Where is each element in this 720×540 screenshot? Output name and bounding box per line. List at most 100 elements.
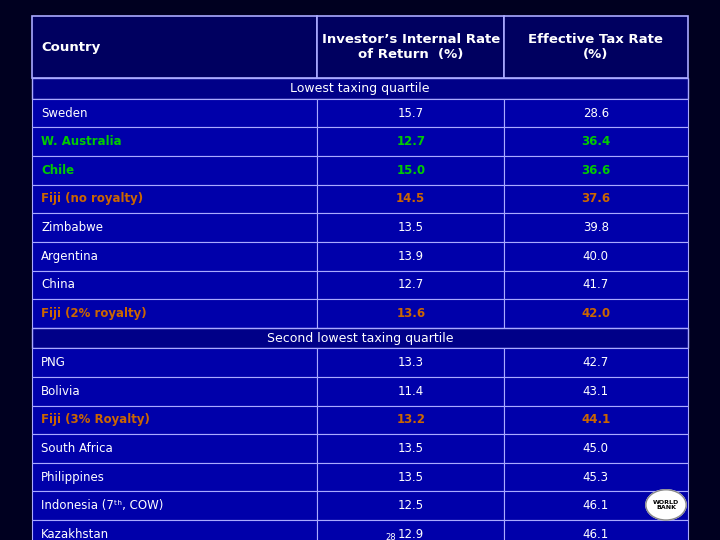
Bar — [504, 348, 688, 377]
Bar — [32, 406, 318, 434]
Text: 42.7: 42.7 — [582, 356, 609, 369]
Bar — [318, 213, 504, 242]
Bar — [32, 491, 318, 520]
Text: 45.0: 45.0 — [583, 442, 609, 455]
Text: 39.8: 39.8 — [583, 221, 609, 234]
Text: 13.9: 13.9 — [397, 249, 424, 263]
Text: 13.2: 13.2 — [396, 413, 426, 427]
Bar — [32, 16, 318, 78]
Bar — [318, 377, 504, 406]
Text: Chile: Chile — [41, 164, 74, 177]
Bar — [504, 16, 688, 78]
Bar — [504, 491, 688, 520]
Bar — [504, 242, 688, 271]
Text: Kazakhstan: Kazakhstan — [41, 528, 109, 540]
Bar — [32, 377, 318, 406]
Text: 12.7: 12.7 — [397, 278, 424, 292]
Text: 44.1: 44.1 — [581, 413, 611, 427]
Text: 43.1: 43.1 — [582, 384, 609, 398]
Text: 12.7: 12.7 — [396, 135, 426, 148]
Bar — [318, 299, 504, 328]
Text: Bolivia: Bolivia — [41, 384, 81, 398]
Bar — [32, 185, 318, 213]
Bar — [32, 328, 688, 348]
Text: 12.5: 12.5 — [397, 499, 424, 512]
Text: 13.5: 13.5 — [397, 470, 424, 484]
Text: Sweden: Sweden — [41, 106, 88, 120]
Text: 45.3: 45.3 — [583, 470, 609, 484]
Bar — [504, 127, 688, 156]
Bar — [504, 185, 688, 213]
Bar — [32, 434, 318, 463]
Text: 14.5: 14.5 — [396, 192, 426, 206]
Bar — [318, 185, 504, 213]
Text: 46.1: 46.1 — [582, 499, 609, 512]
Text: PNG: PNG — [41, 356, 66, 369]
Text: 13.3: 13.3 — [397, 356, 424, 369]
Bar — [504, 271, 688, 299]
Text: 28.6: 28.6 — [582, 106, 609, 120]
Bar — [32, 242, 318, 271]
Text: Investor’s Internal Rate
of Return  (%): Investor’s Internal Rate of Return (%) — [322, 33, 500, 61]
Text: 15.0: 15.0 — [396, 164, 426, 177]
Bar — [318, 156, 504, 185]
Text: Fiji (2% royalty): Fiji (2% royalty) — [41, 307, 147, 320]
Text: WORLD
BANK: WORLD BANK — [653, 500, 679, 510]
Bar — [318, 491, 504, 520]
Text: 36.6: 36.6 — [581, 164, 611, 177]
Text: Effective Tax Rate
(%): Effective Tax Rate (%) — [528, 33, 663, 61]
Text: Fiji (no royalty): Fiji (no royalty) — [41, 192, 143, 206]
Bar — [32, 127, 318, 156]
Text: W. Australia: W. Australia — [41, 135, 122, 148]
Bar — [504, 377, 688, 406]
Bar — [504, 406, 688, 434]
Bar — [32, 156, 318, 185]
Text: Second lowest taxing quartile: Second lowest taxing quartile — [266, 332, 454, 345]
Text: 13.5: 13.5 — [397, 442, 424, 455]
Text: Argentina: Argentina — [41, 249, 99, 263]
Text: 36.4: 36.4 — [581, 135, 611, 148]
Bar — [32, 78, 688, 99]
Text: 11.4: 11.4 — [397, 384, 424, 398]
Bar — [318, 406, 504, 434]
Bar — [504, 299, 688, 328]
Bar — [504, 99, 688, 127]
Bar — [504, 434, 688, 463]
Bar — [32, 99, 318, 127]
Bar — [318, 520, 504, 540]
Text: 40.0: 40.0 — [583, 249, 609, 263]
Bar — [318, 348, 504, 377]
Text: Indonesia (7ᵗʰ, COW): Indonesia (7ᵗʰ, COW) — [41, 499, 163, 512]
Bar — [32, 299, 318, 328]
Bar — [504, 520, 688, 540]
Bar — [318, 434, 504, 463]
Bar — [504, 213, 688, 242]
Bar — [318, 99, 504, 127]
Text: 12.9: 12.9 — [397, 528, 424, 540]
Text: 13.5: 13.5 — [397, 221, 424, 234]
Bar — [32, 213, 318, 242]
Text: 15.7: 15.7 — [397, 106, 424, 120]
Text: South Africa: South Africa — [41, 442, 113, 455]
Text: Philippines: Philippines — [41, 470, 105, 484]
Text: 46.1: 46.1 — [582, 528, 609, 540]
Bar — [32, 520, 318, 540]
Text: 28: 28 — [386, 533, 397, 540]
Text: 42.0: 42.0 — [581, 307, 611, 320]
Bar — [318, 16, 504, 78]
Bar — [32, 348, 318, 377]
Bar — [32, 271, 318, 299]
Bar — [318, 242, 504, 271]
Text: 41.7: 41.7 — [582, 278, 609, 292]
Text: Fiji (3% Royalty): Fiji (3% Royalty) — [41, 413, 150, 427]
Circle shape — [646, 490, 686, 520]
Bar — [318, 463, 504, 491]
Text: China: China — [41, 278, 75, 292]
Text: 13.6: 13.6 — [396, 307, 426, 320]
Bar — [504, 463, 688, 491]
Bar — [318, 127, 504, 156]
Bar — [32, 463, 318, 491]
Bar — [318, 271, 504, 299]
Text: Country: Country — [41, 40, 100, 54]
Text: 37.6: 37.6 — [581, 192, 611, 206]
